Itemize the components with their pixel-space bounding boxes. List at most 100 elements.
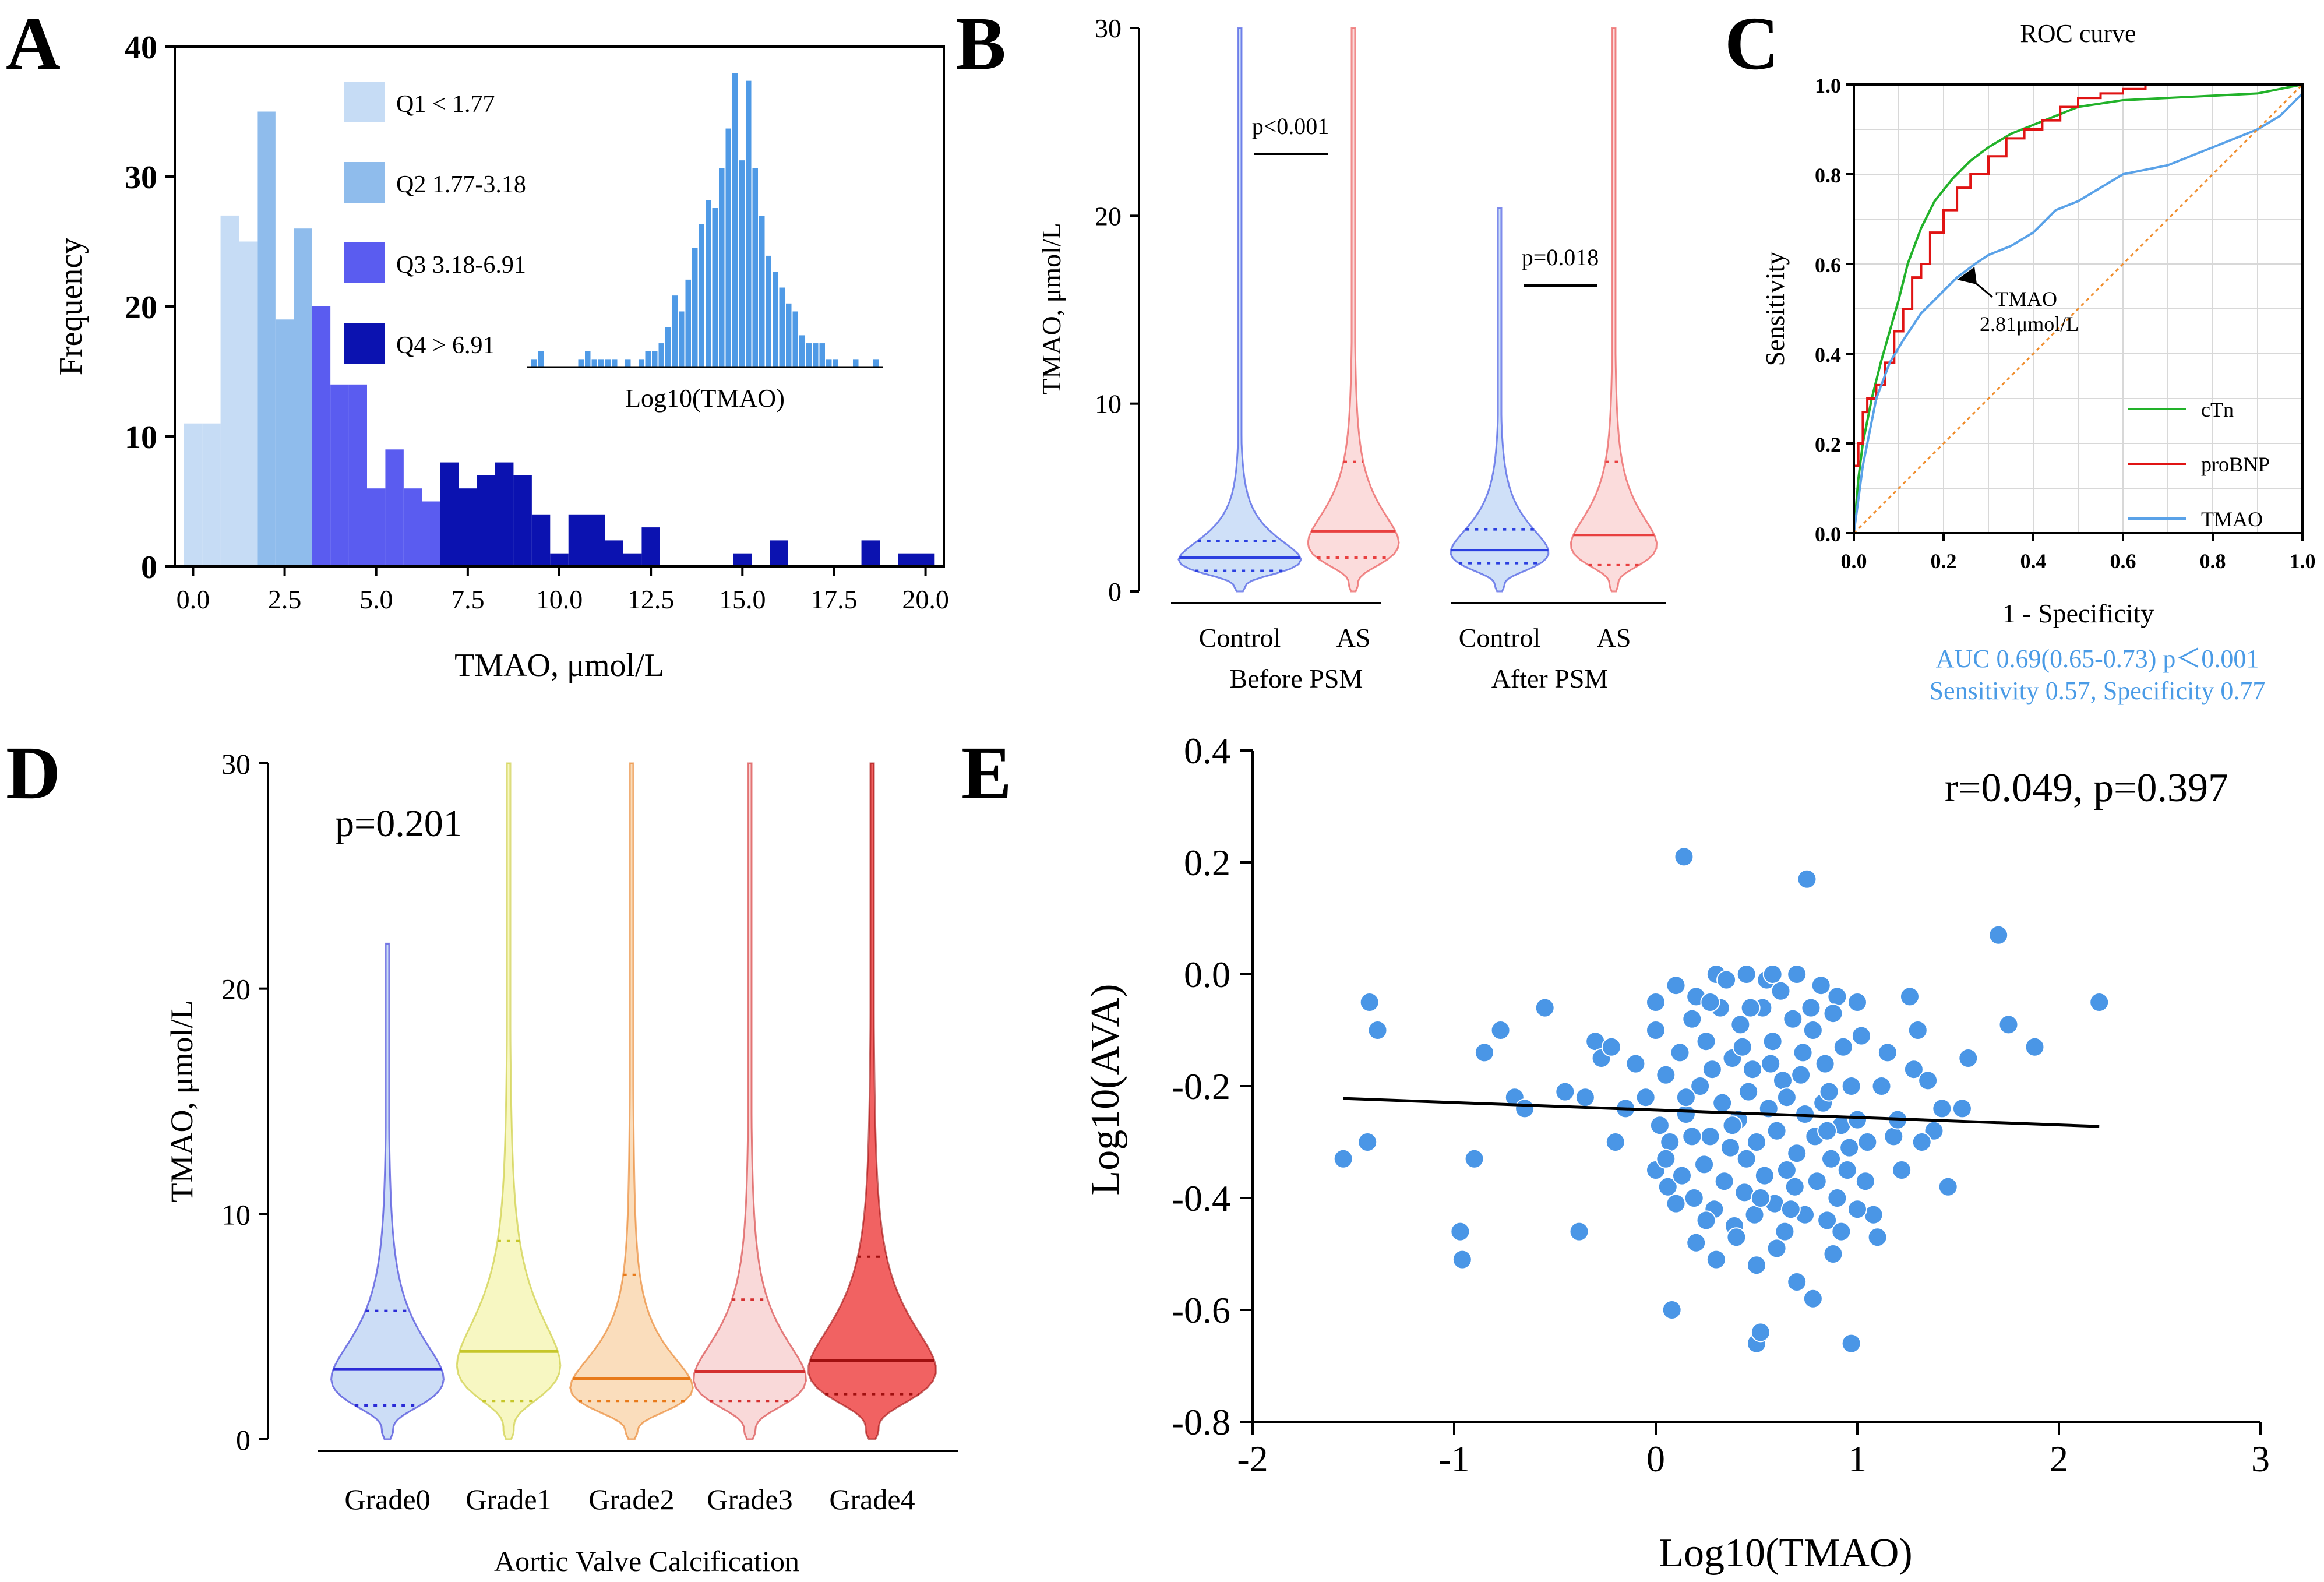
x-tick-label: 0 <box>1646 1438 1665 1479</box>
scatter-point <box>1998 1014 2019 1035</box>
scatter-point <box>1575 1087 1595 1108</box>
scatter-point <box>1912 1132 1932 1152</box>
histogram-bar <box>513 475 532 566</box>
inset-bar <box>679 311 685 367</box>
violin-body <box>1570 27 1658 593</box>
scatter-point <box>1817 1121 1838 1141</box>
scatter-point <box>1662 1300 1682 1320</box>
scatter-point <box>1811 975 1831 996</box>
panel-e-scatter: -2 -1 0 1 2 3 -0.8 -0.6 -0.4 -0.2 0.0 0.2 0.4 Log10(T… <box>1083 730 2270 1576</box>
scatter-point <box>1601 1037 1621 1057</box>
y-tick-label: 30 <box>221 748 251 780</box>
scatter-point <box>1722 1115 1743 1136</box>
inset-bar <box>699 224 704 367</box>
scatter-point <box>1839 1137 1860 1158</box>
y-axis-label: Sensitivity <box>1760 252 1790 367</box>
scatter-point <box>1674 847 1694 867</box>
scatter-point <box>1474 1042 1494 1063</box>
x-tick-label: 7.5 <box>451 584 485 614</box>
group-label: AS <box>1336 623 1371 653</box>
y-tick-label: -0.2 <box>1172 1066 1230 1107</box>
inset-bar <box>826 359 832 367</box>
scatter-point <box>1988 925 2009 945</box>
group-label: Grade3 <box>707 1483 792 1516</box>
inset-bar <box>706 200 711 367</box>
inset-bar <box>786 303 792 367</box>
scatter-point <box>1658 1176 1678 1197</box>
scatter-point <box>1762 1031 1783 1052</box>
histogram-bar <box>641 527 660 566</box>
inset-bar <box>779 287 785 367</box>
scatter-point <box>1515 1098 1535 1119</box>
chart-title: ROC curve <box>2020 19 2136 48</box>
y-tick-label: 0.2 <box>1184 842 1230 883</box>
roc-series-ctn <box>1853 83 2303 534</box>
x-tick-label: 0.0 <box>1841 549 1867 573</box>
scatter-point <box>1676 1087 1696 1108</box>
scatter-point <box>1918 1070 1938 1091</box>
scatter-point <box>1569 1221 1589 1242</box>
histogram-bar <box>239 241 258 566</box>
inset-bar <box>853 359 859 367</box>
x-tick-label: 0.6 <box>2110 549 2136 573</box>
scatter-point <box>1750 1188 1771 1208</box>
histogram-bar <box>385 449 404 566</box>
scatter-point <box>1841 1333 1861 1354</box>
scatter-point <box>1783 1009 1803 1029</box>
group-label: Control <box>1459 623 1541 653</box>
scatter-point <box>1706 1249 1726 1270</box>
histogram-bar <box>202 423 221 566</box>
scatter-point <box>1464 1148 1484 1169</box>
scatter-point <box>1815 1054 1835 1074</box>
panel-c-roc: 0.0 0.2 0.4 0.6 0.8 1.0 0.0 0.2 0.4 0.6 0.8 1.0 ROC … <box>1760 19 2316 705</box>
histogram-bar <box>550 553 569 566</box>
plot-frame <box>1853 83 2304 534</box>
histogram-bar <box>916 553 935 566</box>
scatter-point <box>1797 869 1817 889</box>
panel-letter-c: C <box>1725 2 1779 86</box>
annotation-arrowhead <box>1957 266 1977 284</box>
annotation-text: 2.81μmol/L <box>1980 312 2079 336</box>
x-tick-label: 0.2 <box>1931 549 1957 573</box>
panel-a-histogram: 0.0 2.5 5.0 7.5 10.0 12.5 15.0 17.5 20.0 0 10 20 30 4… <box>53 30 949 683</box>
scatter-point <box>1750 1322 1771 1343</box>
legend-swatch <box>344 162 385 203</box>
y-tick-label: 0.4 <box>1815 343 1841 367</box>
scatter-point <box>1367 1020 1388 1040</box>
inset-x-label: Log10(TMAO) <box>625 384 785 413</box>
scatter-point <box>1837 1160 1857 1180</box>
inset-bar <box>665 327 671 367</box>
x-tick-label: 0.4 <box>2020 549 2047 573</box>
scatter-point <box>1754 1165 1775 1186</box>
scatter-point <box>1736 1148 1757 1169</box>
scatter-point <box>1357 1132 1378 1152</box>
violin-body <box>1307 27 1400 593</box>
legend-label: Q1 < 1.77 <box>396 91 495 118</box>
inset-bar <box>746 80 752 367</box>
scatter-point <box>1819 1081 1839 1102</box>
scatter-point <box>1833 1037 1853 1057</box>
y-tick-label: 0 <box>236 1424 251 1456</box>
scatter-point <box>1676 1104 1696 1124</box>
scatter-point <box>1649 1115 1670 1136</box>
inset-bar <box>873 359 879 367</box>
histogram-bar <box>477 475 495 566</box>
histogram-bar <box>623 553 642 566</box>
scatter-point <box>1787 1143 1807 1164</box>
scatter-point <box>1785 1176 1805 1197</box>
scatter-point <box>1791 1065 1811 1085</box>
histogram-bar <box>459 488 477 566</box>
roc-stats: AUC 0.69(0.65-0.73) p＜0.001 <box>1936 644 2259 673</box>
inset-bar <box>658 343 664 367</box>
y-tick-label: 10 <box>1095 389 1122 419</box>
x-axis-label: TMAO, μmol/L <box>454 647 664 683</box>
inset-bar <box>719 168 725 367</box>
scatter-point <box>1740 998 1761 1018</box>
histogram-bar <box>495 462 514 566</box>
legend-label: cTn <box>2201 398 2234 421</box>
scatter-point <box>1656 1148 1676 1169</box>
histogram-bar <box>568 514 587 566</box>
scatter-point <box>1867 1227 1888 1248</box>
scatter-point <box>1333 1148 1353 1169</box>
y-tick-label: 20 <box>125 290 157 326</box>
